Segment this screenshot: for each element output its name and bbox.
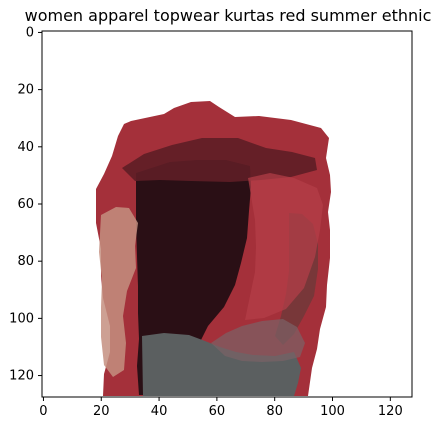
plot-image <box>42 31 412 397</box>
x-tick-label: 40 <box>151 404 168 419</box>
bottoms <box>142 333 301 396</box>
x-tick-label: 0 <box>39 404 47 419</box>
x-tick-label: 20 <box>93 404 110 419</box>
hand-shadow <box>211 319 305 362</box>
garment-highlight <box>245 173 323 320</box>
y-tick-label: 60 <box>17 197 34 212</box>
y-axis: 0 20 40 60 80 100 120 <box>9 25 42 384</box>
x-tick-label: 120 <box>378 404 403 419</box>
y-tick-label: 100 <box>9 311 34 326</box>
y-tick-label: 80 <box>17 254 34 269</box>
x-tick-label: 80 <box>266 404 283 419</box>
x-axis: 0 20 40 60 80 100 120 <box>39 397 403 419</box>
arm-left <box>99 207 138 377</box>
x-tick-label: 60 <box>209 404 226 419</box>
y-tick-label: 20 <box>17 83 34 98</box>
y-tick-label: 40 <box>17 140 34 155</box>
chart-title: women apparel topwear kurtas red summer … <box>25 6 432 25</box>
x-tick-label: 100 <box>320 404 345 419</box>
y-tick-label: 0 <box>26 25 34 40</box>
y-tick-label: 120 <box>9 369 34 384</box>
garment-neck-band <box>122 138 317 182</box>
plot-frame <box>41 30 413 398</box>
